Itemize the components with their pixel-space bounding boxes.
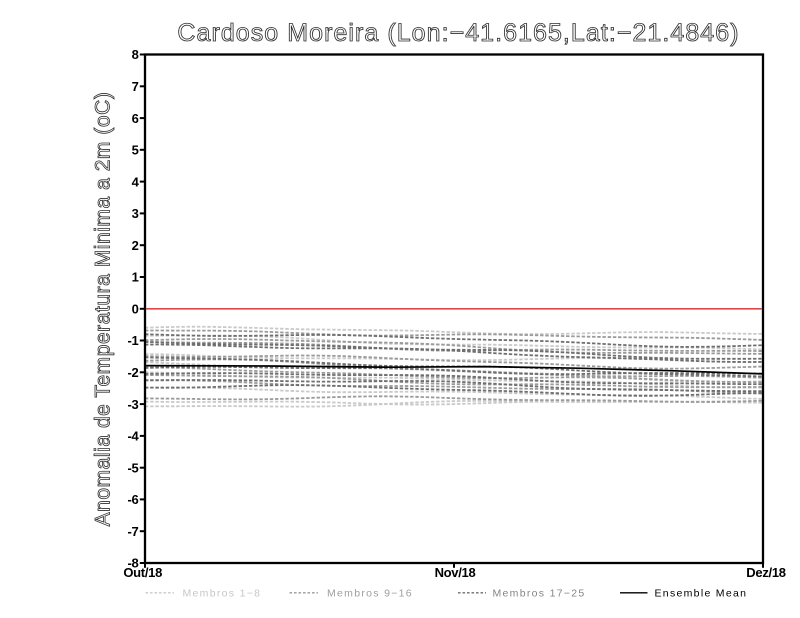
svg-text:Out/18: Out/18 (123, 565, 162, 580)
svg-text:Anomalia de Temperatura Minima: Anomalia de Temperatura Minima a 2m (oC) (92, 92, 115, 527)
svg-text:-3: -3 (128, 397, 139, 412)
svg-text:-1: -1 (128, 333, 139, 348)
svg-text:-6: -6 (128, 492, 139, 507)
svg-text:Membros 9−16: Membros 9−16 (327, 587, 413, 599)
svg-text:Dez/18: Dez/18 (746, 565, 785, 580)
svg-text:5: 5 (132, 143, 139, 158)
svg-text:6: 6 (132, 111, 139, 126)
svg-text:-2: -2 (128, 365, 139, 380)
svg-text:7: 7 (132, 79, 139, 94)
svg-text:1: 1 (132, 270, 139, 285)
svg-text:2: 2 (132, 238, 139, 253)
svg-text:-5: -5 (128, 460, 139, 475)
svg-text:Ensemble Mean: Ensemble Mean (655, 587, 748, 599)
svg-text:Membros 17−25: Membros 17−25 (493, 587, 586, 599)
svg-text:-4: -4 (128, 429, 140, 444)
svg-text:-8: -8 (128, 556, 139, 571)
svg-text:Membros 1−8: Membros 1−8 (183, 587, 262, 599)
svg-text:Cardoso Moreira (Lon:−41.6165,: Cardoso Moreira (Lon:−41.6165,Lat:−21.48… (177, 19, 739, 47)
svg-text:-7: -7 (128, 524, 139, 539)
svg-text:8: 8 (132, 47, 139, 62)
svg-text:Nov/18: Nov/18 (435, 565, 476, 580)
svg-text:0: 0 (132, 301, 139, 316)
svg-text:3: 3 (132, 206, 139, 221)
svg-text:4: 4 (132, 174, 140, 189)
